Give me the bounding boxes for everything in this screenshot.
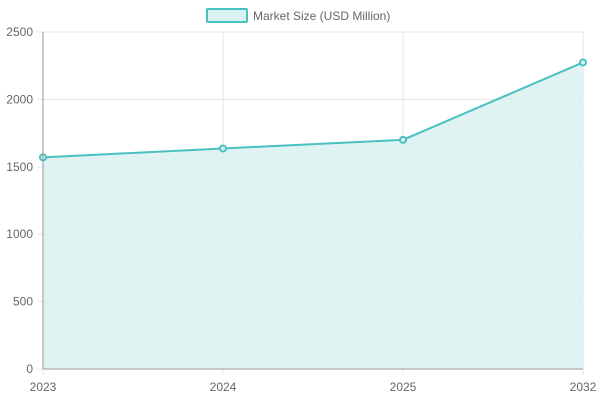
x-tick-label: 2023: [30, 380, 57, 394]
x-tick-label: 2032: [570, 380, 597, 394]
y-tick-label: 2500: [6, 25, 33, 39]
axes: 0 500 1000 1500 2000 2500 2023 2024 2025 2032: [6, 25, 596, 394]
data-point[interactable]: [399, 135, 407, 144]
y-tick-label: 1000: [6, 227, 33, 241]
series-line: [42, 61, 584, 159]
legend-swatch: [206, 8, 248, 23]
data-point[interactable]: [579, 58, 587, 67]
y-tick-label: 500: [13, 295, 33, 309]
plot-area: [39, 58, 587, 369]
x-tick-label: 2024: [210, 380, 237, 394]
y-tick-label: 2000: [6, 92, 33, 106]
y-tick-label: 0: [26, 362, 33, 376]
legend-label: Market Size (USD Million): [253, 9, 390, 23]
x-tick-label: 2025: [390, 380, 417, 394]
data-point[interactable]: [219, 144, 227, 153]
y-tick-label: 1500: [6, 160, 33, 174]
series-area: [43, 62, 583, 369]
legend[interactable]: Market Size (USD Million): [206, 8, 390, 23]
